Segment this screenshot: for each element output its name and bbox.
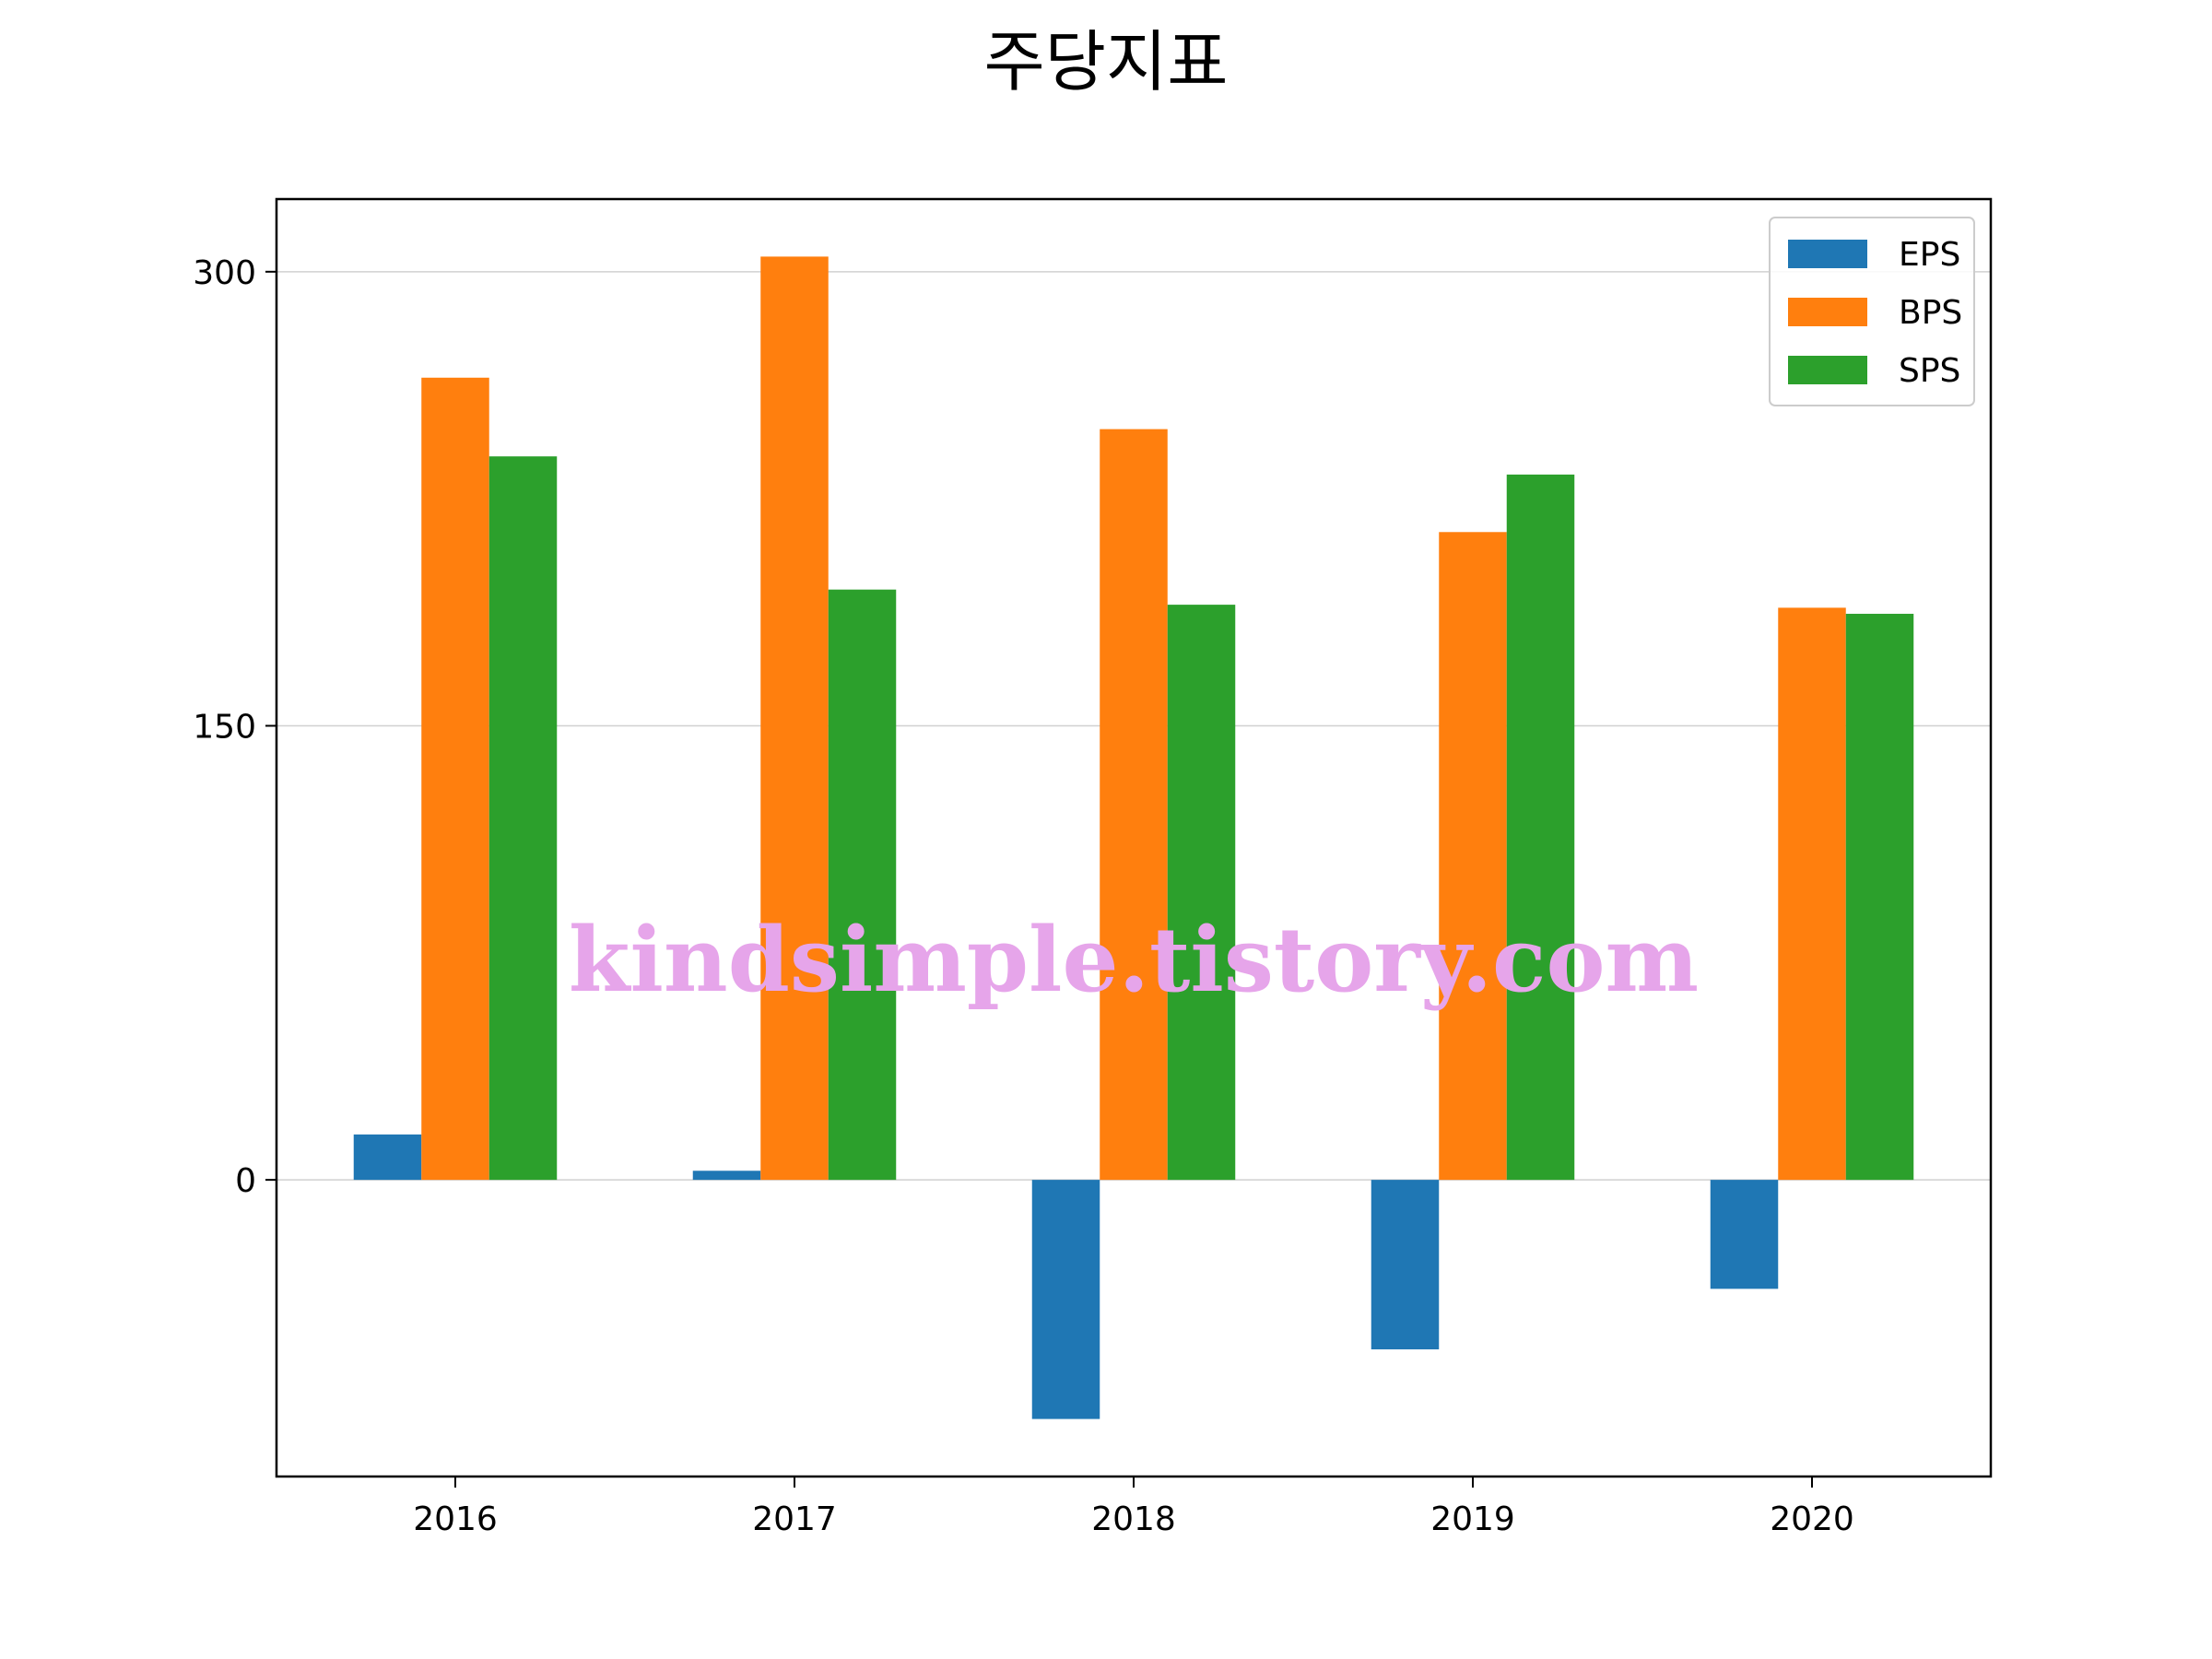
bar-eps-2016 (353, 1134, 422, 1181)
legend-swatch-sps (1788, 356, 1867, 384)
legend: EPS BPS SPS (1769, 217, 1975, 406)
y-axis: 0 150 300 (193, 254, 276, 1200)
bar-eps-2019 (1371, 1180, 1440, 1350)
bar-bps-2019 (1439, 532, 1507, 1181)
bar-eps-2020 (1710, 1180, 1779, 1289)
y-tick-label: 150 (193, 708, 256, 746)
legend-label-eps: EPS (1899, 236, 1960, 274)
bar-bps-2017 (760, 256, 829, 1181)
bar-sps-2018 (1167, 605, 1236, 1181)
y-tick-label: 300 (193, 254, 256, 292)
legend-label-sps: SPS (1899, 352, 1960, 390)
bar-bps-2016 (421, 377, 489, 1181)
bar-sps-2019 (1506, 474, 1575, 1181)
watermark: kindsimple.tistory.com (569, 908, 1699, 1012)
bar-sps-2017 (828, 589, 897, 1181)
x-tick-label: 2017 (752, 1500, 837, 1538)
y-tick-label: 0 (235, 1162, 256, 1200)
bar-bps-2020 (1778, 607, 1846, 1181)
chart-title: 주당지표 (984, 23, 1229, 100)
legend-swatch-bps (1788, 298, 1867, 326)
x-tick-label: 2016 (413, 1500, 498, 1538)
x-axis: 2016 2017 2018 2019 2020 (413, 1477, 1854, 1538)
legend-swatch-eps (1788, 240, 1867, 268)
bar-eps-2018 (1031, 1180, 1100, 1419)
bar-sps-2016 (488, 456, 558, 1181)
x-tick-label: 2020 (1770, 1500, 1854, 1538)
x-tick-label: 2018 (1091, 1500, 1176, 1538)
x-tick-label: 2019 (1430, 1500, 1515, 1538)
bars (353, 256, 1914, 1419)
bar-eps-2017 (692, 1171, 761, 1181)
legend-label-bps: BPS (1899, 294, 1962, 332)
bar-sps-2020 (1845, 613, 1914, 1181)
bar-bps-2018 (1100, 429, 1168, 1181)
